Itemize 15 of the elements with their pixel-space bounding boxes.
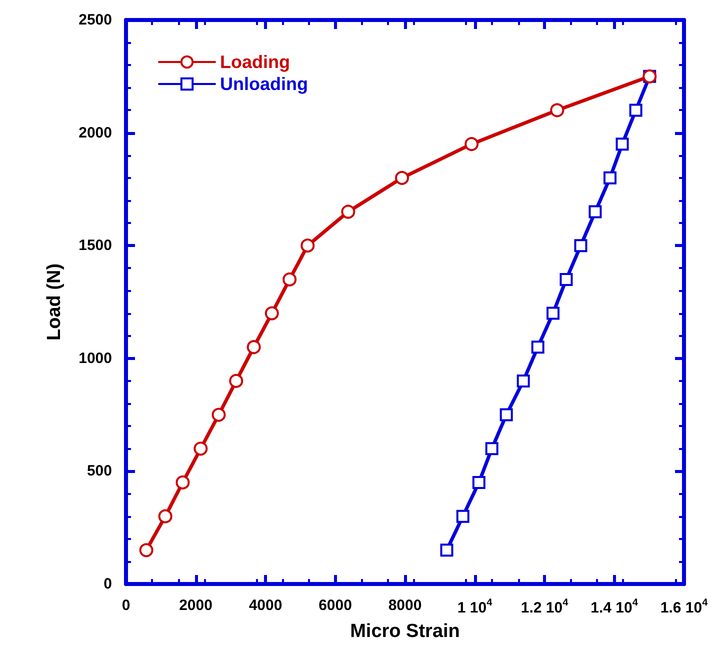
legend-label: Unloading: [220, 74, 308, 94]
x-tick-label: 6000: [318, 597, 352, 614]
y-tick-label: 0: [104, 576, 112, 592]
x-tick-label: 8000: [388, 597, 422, 614]
legend-label: Loading: [220, 52, 290, 72]
x-axis-title: Micro Strain: [350, 621, 460, 642]
x-tick-label: 0: [122, 597, 130, 614]
y-axis-title: Load (N): [44, 263, 65, 341]
y-tick-label: 2000: [78, 124, 112, 142]
x-tick-label: 2000: [179, 597, 212, 614]
y-tick-label: 1500: [78, 237, 112, 254]
y-tick-label: 1000: [78, 350, 112, 367]
x-tick-label: 4000: [248, 597, 282, 614]
y-tick-label: 2500: [78, 12, 112, 28]
y-tick-label: 500: [86, 462, 112, 480]
